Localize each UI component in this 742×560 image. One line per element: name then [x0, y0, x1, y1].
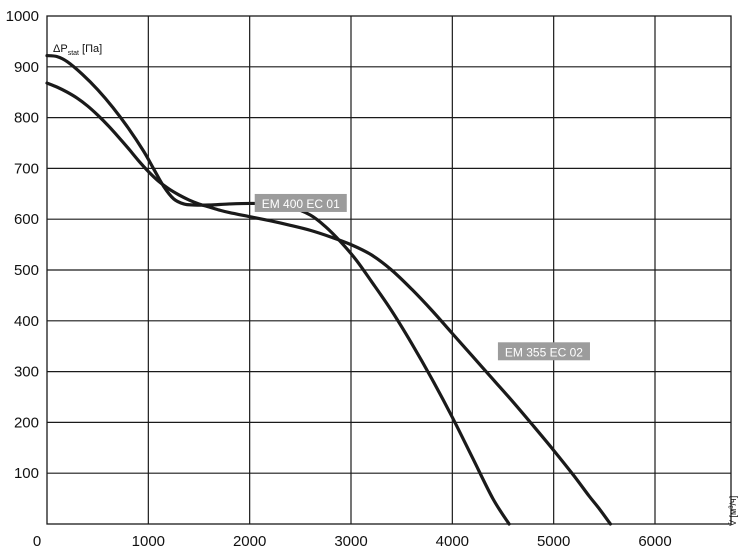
- y-tick-label-900: 900: [14, 59, 39, 76]
- y-axis-title-sub: stat: [68, 50, 79, 57]
- x-axis-title-main: V̇ [м: [728, 509, 738, 526]
- series-curve-em-355-ec-02: [45, 81, 613, 526]
- x-tick-label-6000: 6000: [638, 533, 671, 550]
- y-tick-label-100: 100: [14, 465, 39, 482]
- y-tick-label-300: 300: [14, 364, 39, 381]
- y-axis-title-unit: [Па]: [79, 43, 102, 55]
- x-axis-title-sup: 3: [729, 505, 735, 509]
- x-axis-title: V̇ [м3/ч]: [728, 496, 738, 526]
- origin-label: 0: [33, 533, 41, 550]
- series-label-layer: EM 400 EC 01 EM 355 EC 02: [254, 193, 590, 361]
- y-tick-label-500: 500: [14, 262, 39, 279]
- series-label-em-400-ec-01: EM 400 EC 01: [254, 193, 347, 212]
- x-tick-label-3000: 3000: [334, 533, 367, 550]
- curve-layer: [45, 54, 613, 526]
- series-curve-em-400-ec-01: [45, 54, 511, 526]
- y-tick-label-700: 700: [14, 160, 39, 177]
- series-label-box-em-355-ec-02: [497, 342, 590, 361]
- x-tick-label-1000: 1000: [132, 533, 165, 550]
- series-label-text-em-400-ec-01: EM 400 EC 01: [262, 197, 340, 211]
- x-axis-title-unit: /ч]: [728, 496, 738, 506]
- y-tick-label-1000: 1000: [6, 8, 39, 25]
- series-label-box-em-400-ec-01: [254, 193, 347, 212]
- y-tick-label-800: 800: [14, 110, 39, 127]
- tick-label-layer: 1000 2000 3000 4000 5000 60001002003004005006…: [6, 8, 672, 550]
- y-axis-title: ΔPstat [Па]: [53, 43, 102, 57]
- y-tick-label-400: 400: [14, 313, 39, 330]
- x-tick-label-5000: 5000: [537, 533, 570, 550]
- series-label-em-355-ec-02: EM 355 EC 02: [497, 342, 590, 361]
- x-tick-label-2000: 2000: [233, 533, 266, 550]
- y-tick-label-600: 600: [14, 211, 39, 228]
- series-label-text-em-355-ec-02: EM 355 EC 02: [505, 345, 583, 359]
- y-axis-title-main: ΔP: [53, 43, 68, 55]
- x-tick-label-4000: 4000: [436, 533, 469, 550]
- y-tick-label-200: 200: [14, 414, 39, 431]
- grid-layer: [46, 15, 732, 525]
